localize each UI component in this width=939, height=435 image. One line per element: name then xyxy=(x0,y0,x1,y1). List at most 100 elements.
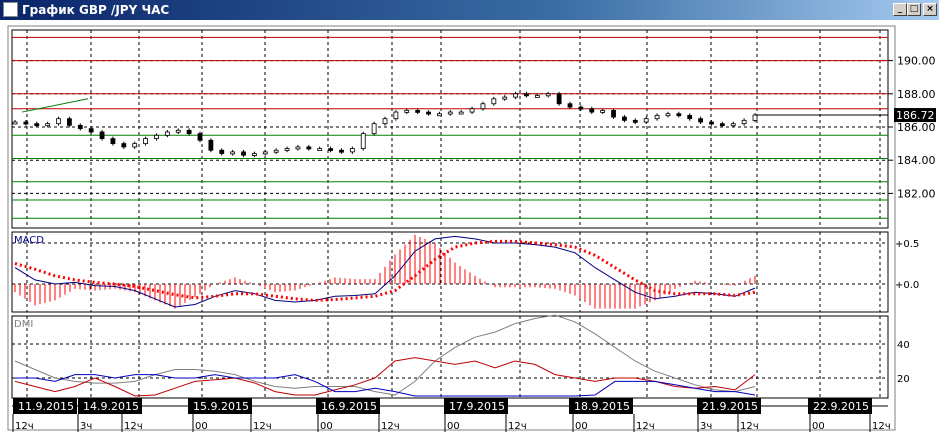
candle-body xyxy=(45,123,51,127)
hour-label: 12ч xyxy=(872,421,891,432)
candle-body xyxy=(709,121,714,125)
candle-body xyxy=(252,153,257,156)
date-label-box xyxy=(316,398,380,414)
macd-tick-label: +0.0 xyxy=(895,280,919,291)
candle-body xyxy=(643,118,649,123)
dmi-label: DMI xyxy=(14,319,33,330)
chart-area: MACD DMI 190.00 188.00 186.00 184.00 182.00 +… xyxy=(0,20,939,435)
dmi-plus-di-line xyxy=(14,357,756,397)
hour-label: 12ч xyxy=(381,421,400,432)
candle-body xyxy=(578,106,584,110)
macd-label: MACD xyxy=(14,235,44,246)
candle-body xyxy=(415,110,421,113)
hour-label: 12ч xyxy=(508,421,527,432)
dmi-adx-line xyxy=(14,314,756,396)
window-titlebar: График GBP /JPY ЧАС _ □ × xyxy=(0,0,939,20)
candle-body xyxy=(273,149,279,153)
date-label: 21.9.2015 xyxy=(702,400,758,413)
candle-body xyxy=(295,146,301,150)
candle-body xyxy=(77,124,83,130)
candle-body xyxy=(34,123,40,127)
minimize-button[interactable]: _ xyxy=(893,3,907,16)
candle-body xyxy=(241,151,246,156)
candle-body xyxy=(328,148,333,151)
candle-body xyxy=(306,146,312,150)
candle-body xyxy=(491,98,497,105)
trendline xyxy=(21,98,89,113)
dmi-tick-label: 40 xyxy=(897,340,910,351)
date-label: 14.9.2015 xyxy=(83,400,139,413)
candle-body xyxy=(404,110,410,113)
date-label: 16.9.2015 xyxy=(321,400,377,413)
candle-body xyxy=(534,95,540,98)
candle-body xyxy=(67,118,72,126)
candle-body xyxy=(208,139,214,151)
candle-body xyxy=(719,123,725,127)
date-label: 15.9.2015 xyxy=(193,400,249,413)
candle-body xyxy=(458,111,464,115)
price-tick-label: 184.00 xyxy=(897,154,936,167)
candle-body xyxy=(589,108,595,113)
candle-body xyxy=(197,133,203,141)
candle-body xyxy=(567,103,573,108)
candle-body xyxy=(262,151,268,155)
maximize-button[interactable]: □ xyxy=(907,3,921,16)
candle-body xyxy=(143,138,148,144)
candle-body xyxy=(524,93,529,97)
candle-body xyxy=(56,118,61,125)
candle-body xyxy=(12,121,18,125)
dmi-minus-di-line xyxy=(15,374,756,397)
hour-label: 00 xyxy=(447,421,460,432)
close-button[interactable]: × xyxy=(923,3,937,16)
candle-body xyxy=(676,113,682,117)
hour-label: 12ч xyxy=(636,421,655,432)
candle-body xyxy=(317,148,323,151)
candle-body xyxy=(219,149,225,154)
candle-body xyxy=(175,129,181,133)
candle-body xyxy=(393,111,399,120)
hour-label: 00 xyxy=(812,421,825,432)
candle-body xyxy=(698,118,703,123)
candle-body xyxy=(110,138,116,144)
dmi-tick-label: 20 xyxy=(897,374,910,385)
price-tick-label: 182.00 xyxy=(897,187,936,200)
hour-label: 00 xyxy=(195,421,208,432)
hour-label: 12ч xyxy=(740,421,759,432)
candle-body xyxy=(360,133,366,149)
date-label-box xyxy=(444,398,508,414)
candle-body xyxy=(502,96,508,100)
candle-body xyxy=(622,116,627,121)
candle-body xyxy=(741,119,747,125)
candle-body xyxy=(611,110,616,118)
date-label: 22.9.2015 xyxy=(813,400,869,413)
last-price-label: 186.72 xyxy=(896,109,935,122)
candle-body xyxy=(382,118,388,125)
hour-label: 12ч xyxy=(253,421,272,432)
candle-body xyxy=(426,111,431,115)
macd-line xyxy=(14,235,756,308)
hour-label: 00 xyxy=(320,421,333,432)
date-label-box xyxy=(697,398,761,414)
date-label: 17.9.2015 xyxy=(449,400,505,413)
candle-body xyxy=(121,143,127,148)
candle-body xyxy=(339,149,344,153)
candle-body xyxy=(88,128,94,133)
candle-body xyxy=(545,93,551,97)
hour-label: 3ч xyxy=(80,421,92,432)
date-label-box xyxy=(569,398,633,414)
hour-label: 12ч xyxy=(15,421,34,432)
candle-body xyxy=(469,108,475,113)
candle-body xyxy=(730,123,736,127)
candle-body xyxy=(284,148,290,151)
candle-body xyxy=(230,151,236,155)
candle-body xyxy=(186,129,192,135)
candle-body xyxy=(752,114,758,121)
candle-body xyxy=(480,103,486,110)
date-label-box xyxy=(13,398,77,414)
candle-body xyxy=(447,111,453,115)
macd-panel xyxy=(11,231,889,313)
hour-label: 00 xyxy=(575,421,588,432)
price-panel xyxy=(11,29,889,229)
window-title: График GBP /JPY ЧАС xyxy=(22,3,170,17)
candle-body xyxy=(154,134,159,140)
